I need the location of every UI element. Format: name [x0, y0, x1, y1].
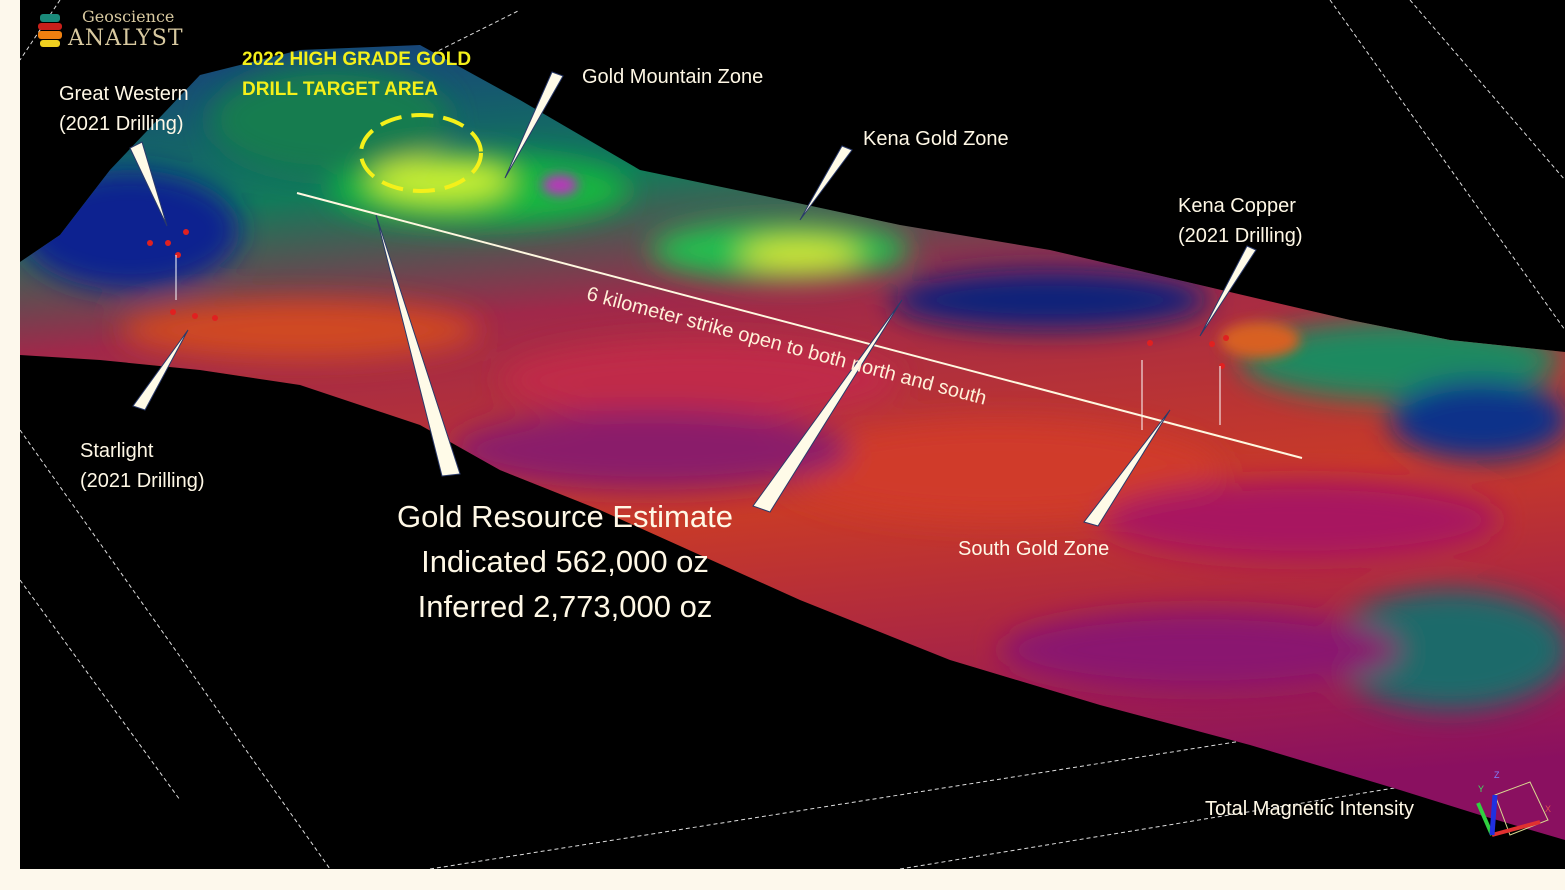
drillholes: [147, 229, 1229, 430]
great-western-name: Great Western: [59, 83, 189, 105]
gold-mountain-label: Gold Mountain Zone: [582, 66, 764, 88]
target-area-line1: 2022 HIGH GRADE GOLD: [242, 49, 472, 70]
axis-triad: Y X Z: [1476, 770, 1551, 837]
target-area-line2: DRILL TARGET AREA: [242, 79, 438, 100]
geoscience-analyst-logo: Geoscience ANALYST: [38, 8, 208, 52]
kena-copper-note: (2021 Drilling): [1178, 225, 1303, 247]
logo-text-line1: Geoscience: [82, 7, 175, 26]
pointer-gold-mountain: [504, 71, 564, 179]
target-area-outline: [359, 113, 483, 193]
axis-y-label: Y: [1478, 784, 1484, 794]
pointer-south-gold: [1083, 409, 1171, 527]
3d-scene[interactable]: Y X Z Geoscience ANALYST 2022 HIGH GRADE…: [20, 0, 1565, 869]
pointer-kena-copper: [1199, 245, 1257, 337]
resource-title: Gold Resource Estimate: [397, 499, 733, 534]
pointer-resource-2: [752, 299, 903, 513]
south-gold-label: South Gold Zone: [958, 538, 1110, 560]
great-western-label: Great Western (2021 Drilling): [59, 79, 189, 139]
kena-gold-label: Kena Gold Zone: [863, 128, 1009, 150]
logo-text-line2: ANALYST: [68, 26, 184, 51]
starlight-name: Starlight: [80, 440, 154, 462]
strike-line: [296, 192, 1303, 459]
pointer-starlight: [132, 329, 189, 411]
logo-stack-icon: [38, 14, 62, 47]
layer-label: Total Magnetic Intensity: [1205, 798, 1414, 820]
axis-z-label: Z: [1494, 770, 1500, 780]
resource-inferred: Inferred 2,773,000 oz: [417, 589, 713, 624]
target-area-label: 2022 HIGH GRADE GOLD DRILL TARGET AREA: [242, 45, 471, 105]
pointer-resource-1: [375, 214, 461, 477]
resource-indicated: Indicated 562,000 oz: [421, 544, 709, 579]
starlight-label: Starlight (2021 Drilling): [80, 436, 205, 496]
axis-x-label: X: [1545, 804, 1551, 814]
terrain-render: Y X Z: [20, 0, 1565, 869]
magnetic-intensity-surface: [20, 45, 1565, 840]
starlight-note: (2021 Drilling): [80, 470, 205, 492]
kena-copper-name: Kena Copper: [1178, 195, 1296, 217]
great-western-note: (2021 Drilling): [59, 113, 184, 135]
resource-estimate: Gold Resource Estimate Indicated 562,000…: [360, 494, 770, 629]
pointer-great-western: [129, 141, 168, 227]
pointer-callouts: [129, 71, 1257, 527]
pointer-kena-gold: [799, 145, 853, 221]
kena-copper-label: Kena Copper (2021 Drilling): [1178, 191, 1303, 251]
